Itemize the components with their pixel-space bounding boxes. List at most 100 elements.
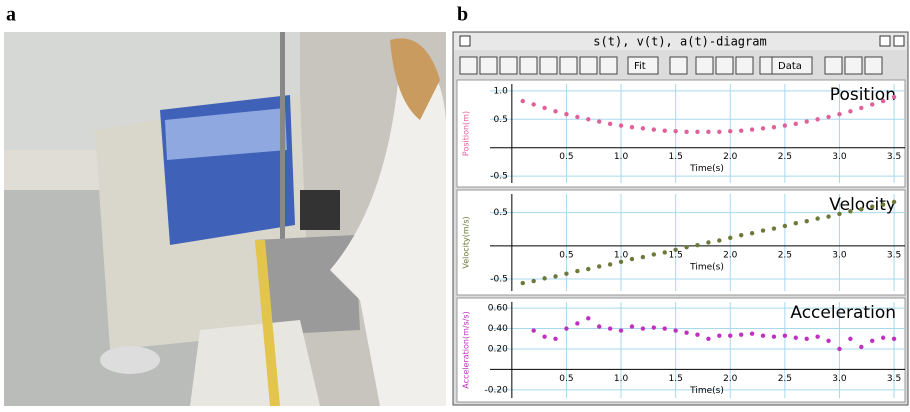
toolbar-button[interactable] (559, 56, 578, 75)
fit-button[interactable]: Fit (634, 61, 646, 72)
data-point (815, 117, 820, 122)
data-point (738, 232, 744, 238)
data-point (564, 271, 569, 276)
data-point (553, 274, 558, 279)
y-tick-label: 1.0 (494, 86, 509, 96)
x-tick-label: 3.0 (832, 250, 847, 260)
zoom-box[interactable] (879, 35, 891, 47)
plot-panel (456, 189, 906, 296)
data-point (815, 216, 820, 221)
data-point (804, 219, 809, 224)
toolbar-button[interactable] (669, 56, 688, 75)
toolbar-button[interactable] (844, 56, 863, 75)
x-tick-label: 2.0 (723, 374, 738, 384)
data-point (859, 344, 864, 350)
data-point (684, 244, 689, 250)
data-point (880, 98, 886, 104)
data-point (531, 328, 536, 333)
data-point (564, 111, 569, 117)
data-point (640, 254, 646, 260)
data-point (859, 105, 864, 111)
data-point (728, 235, 733, 241)
toolbar-button[interactable] (479, 56, 498, 75)
y-tick-label: -0.5 (490, 275, 508, 285)
data-point (640, 126, 646, 131)
toolbar-button[interactable] (499, 56, 518, 75)
data-button[interactable]: Data (778, 61, 802, 72)
data-point (684, 330, 689, 335)
data-point (553, 336, 558, 341)
y-axis-label: Position(m) (462, 111, 471, 156)
y-tick-label: 0.20 (488, 344, 508, 354)
data-point (629, 125, 635, 130)
data-point (782, 333, 788, 338)
data-point (826, 114, 831, 120)
data-point (575, 321, 580, 326)
data-point (640, 326, 646, 331)
data-point (891, 336, 897, 341)
plot-panel (456, 297, 906, 403)
x-tick-label: 2.5 (778, 374, 792, 384)
data-point (597, 119, 602, 124)
data-point (651, 325, 657, 330)
toolbar-button[interactable] (539, 56, 558, 75)
data-point (891, 94, 897, 100)
data-point (870, 204, 875, 209)
y-tick-label: 0.40 (488, 324, 508, 334)
data-point (749, 127, 755, 132)
x-axis-label: Time(s) (689, 262, 724, 272)
toolbar-button[interactable] (579, 56, 598, 75)
data-point (564, 326, 569, 331)
data-point (728, 333, 733, 338)
data-point (728, 129, 733, 134)
data-point (607, 326, 613, 331)
toolbar-menu (771, 56, 813, 75)
toolbar-button[interactable] (824, 56, 843, 75)
toolbar-button[interactable] (695, 56, 714, 75)
data-point (760, 228, 766, 233)
x-tick-label: 2.5 (778, 250, 792, 260)
data-point (771, 334, 777, 339)
toolbar-button[interactable] (599, 56, 618, 75)
x-tick-label: 3.5 (887, 374, 901, 384)
data-point (859, 207, 864, 212)
toolbar-button[interactable] (519, 56, 538, 75)
data-point (673, 247, 678, 253)
data-point (717, 333, 722, 338)
data-point (804, 119, 809, 124)
data-point (826, 214, 831, 219)
data-point (629, 256, 635, 262)
toolbar-button[interactable] (735, 56, 754, 75)
data-point (618, 259, 624, 264)
chart-title: Acceleration (790, 303, 896, 323)
close-box[interactable] (459, 35, 471, 47)
data-point (738, 332, 744, 337)
data-point (891, 199, 897, 205)
data-point (662, 250, 667, 255)
toolbar-button[interactable] (864, 56, 883, 75)
data-point (651, 252, 657, 257)
data-point (717, 238, 722, 243)
data-point (837, 111, 842, 117)
x-tick-label: 1.5 (668, 374, 682, 384)
x-tick-label: 0.5 (559, 152, 573, 162)
data-point (662, 326, 667, 331)
toolbar-button[interactable] (459, 56, 478, 75)
data-point (597, 324, 602, 329)
data-point (553, 109, 558, 114)
data-point (815, 334, 820, 339)
collapse-box[interactable] (893, 35, 905, 47)
data-point (542, 334, 547, 339)
y-axis-label: Acceleration(m/s/s) (462, 311, 471, 388)
panel-label: a (6, 4, 16, 26)
x-axis-label: Time(s) (689, 164, 724, 174)
data-point (684, 129, 689, 134)
data-point (848, 109, 853, 114)
x-tick-label: 1.5 (668, 250, 682, 260)
photo (4, 32, 446, 406)
x-tick-label: 1.0 (614, 374, 629, 384)
toolbar-button[interactable] (715, 56, 734, 75)
data-point (520, 98, 525, 104)
y-tick-label: 0.5 (494, 208, 508, 218)
